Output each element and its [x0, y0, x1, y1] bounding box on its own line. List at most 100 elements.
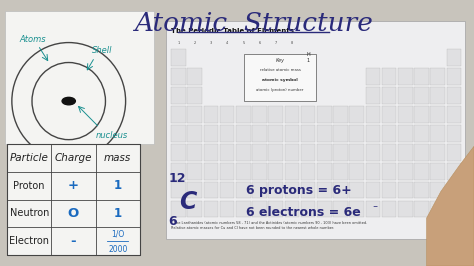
Text: Neutron: Neutron [9, 209, 49, 218]
Bar [333, 182, 348, 198]
Bar [236, 106, 251, 123]
Bar [188, 163, 202, 180]
Bar [317, 201, 332, 217]
Bar [349, 182, 364, 198]
Bar [220, 106, 235, 123]
Bar [317, 163, 332, 180]
Bar [414, 125, 429, 142]
Bar [252, 144, 267, 161]
Bar [301, 182, 315, 198]
Bar [333, 163, 348, 180]
Text: nucleus: nucleus [95, 131, 128, 140]
Bar [188, 87, 202, 104]
Bar [447, 144, 461, 161]
Bar [204, 106, 218, 123]
Text: Relative atomic masses for Cu and Cl have not been rounded to the nearest whole : Relative atomic masses for Cu and Cl hav… [171, 226, 334, 230]
Bar [447, 49, 461, 66]
Text: mass: mass [104, 153, 131, 163]
Bar [382, 144, 396, 161]
Bar [414, 182, 429, 198]
Bar [220, 163, 235, 180]
Bar [414, 201, 429, 217]
Text: 1: 1 [178, 41, 180, 45]
Bar [236, 182, 251, 198]
Bar [204, 182, 218, 198]
Bar [414, 144, 429, 161]
Bar [252, 106, 267, 123]
Bar [171, 144, 186, 161]
Polygon shape [427, 146, 474, 266]
Bar [252, 182, 267, 198]
Bar [220, 144, 235, 161]
Text: Atomic  Structure: Atomic Structure [134, 11, 373, 36]
Bar [382, 182, 396, 198]
Bar [252, 163, 267, 180]
Bar [430, 106, 445, 123]
Bar [365, 87, 380, 104]
Text: 1/O: 1/O [111, 229, 124, 238]
Bar [398, 163, 412, 180]
Text: 8: 8 [291, 41, 293, 45]
Bar [301, 125, 315, 142]
Bar [382, 201, 396, 217]
Bar [171, 49, 186, 66]
Bar [398, 201, 412, 217]
Bar [430, 144, 445, 161]
Bar [171, 68, 186, 85]
Bar [365, 144, 380, 161]
Bar [252, 201, 267, 217]
Bar [430, 182, 445, 198]
Text: 6: 6 [168, 215, 176, 228]
Bar [447, 182, 461, 198]
Text: -: - [71, 235, 76, 248]
Bar [430, 68, 445, 85]
Bar [398, 68, 412, 85]
Bar [220, 125, 235, 142]
Text: 4: 4 [226, 41, 228, 45]
Bar [333, 106, 348, 123]
Text: Shell: Shell [91, 46, 112, 55]
Bar [268, 125, 283, 142]
Bar [398, 106, 412, 123]
Bar [430, 87, 445, 104]
Bar [204, 201, 218, 217]
Bar [285, 201, 299, 217]
Bar [447, 163, 461, 180]
Bar [349, 201, 364, 217]
Bar [301, 163, 315, 180]
Bar [220, 182, 235, 198]
Text: atomic (proton) number: atomic (proton) number [256, 88, 304, 93]
Text: +: + [68, 179, 79, 192]
Text: 12: 12 [168, 172, 186, 185]
Bar [236, 144, 251, 161]
Bar [317, 182, 332, 198]
Bar [349, 106, 364, 123]
Bar [365, 106, 380, 123]
Text: Electron: Electron [9, 236, 49, 246]
Bar [236, 125, 251, 142]
Bar [188, 106, 202, 123]
Bar [171, 163, 186, 180]
Bar [333, 144, 348, 161]
FancyBboxPatch shape [7, 144, 140, 255]
Bar [382, 87, 396, 104]
Text: Key: Key [275, 58, 284, 63]
Bar [447, 87, 461, 104]
FancyBboxPatch shape [166, 21, 465, 239]
Bar [365, 182, 380, 198]
Text: 6 protons = 6+: 6 protons = 6+ [246, 184, 352, 197]
Text: 2000: 2000 [108, 245, 128, 253]
Bar [382, 125, 396, 142]
Bar [447, 106, 461, 123]
Bar [171, 182, 186, 198]
Text: ⁻: ⁻ [372, 205, 377, 215]
FancyBboxPatch shape [244, 53, 316, 101]
Text: Atoms: Atoms [20, 35, 46, 44]
Text: H
1: H 1 [306, 52, 310, 63]
Bar [188, 144, 202, 161]
Bar [204, 163, 218, 180]
Bar [317, 144, 332, 161]
Bar [188, 201, 202, 217]
Text: 1: 1 [114, 207, 122, 220]
Bar [204, 125, 218, 142]
